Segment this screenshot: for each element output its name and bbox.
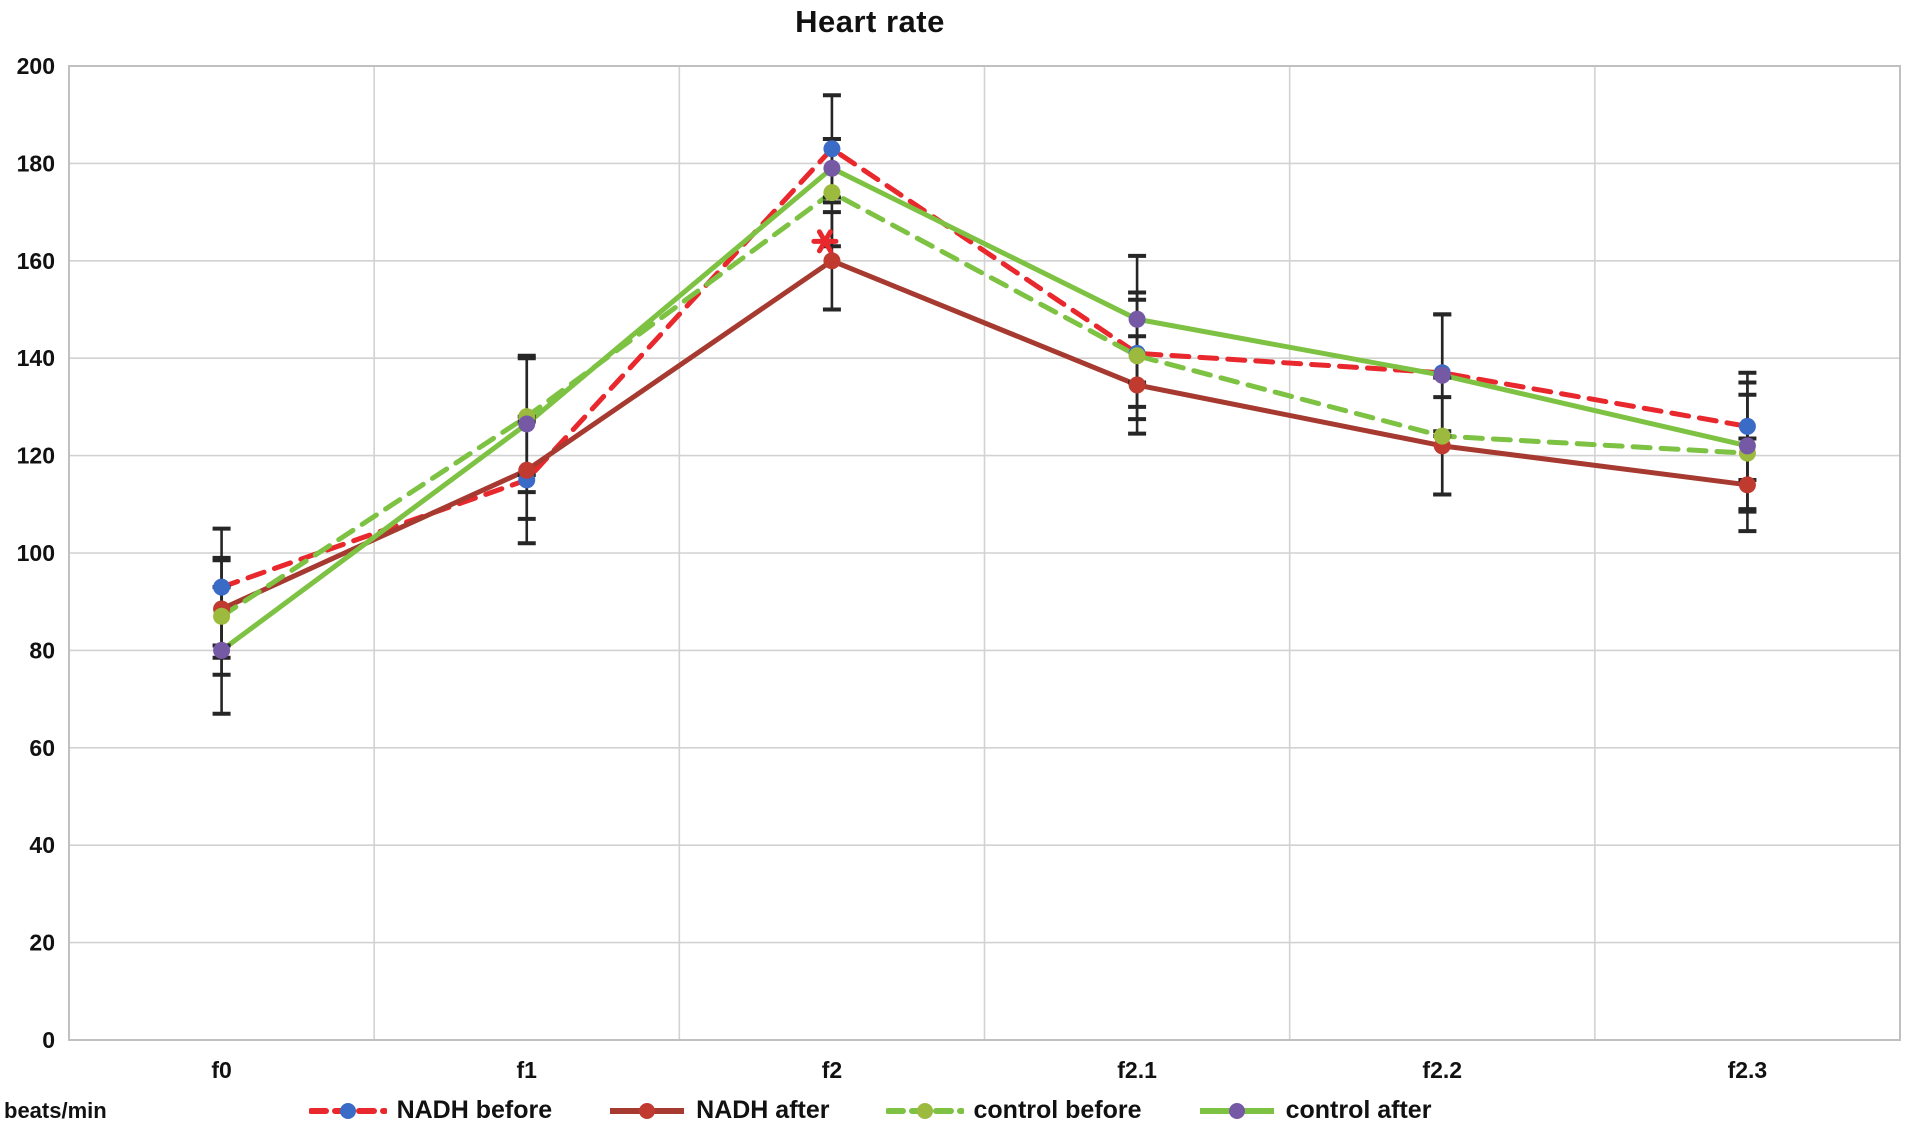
y-tick-label: 160 (17, 248, 55, 274)
marker-control-after (1433, 366, 1451, 384)
series-line-control-before (219, 190, 1750, 619)
marker-control-after (823, 159, 841, 177)
x-tick-label: f2 (822, 1057, 842, 1083)
marker-control-before (213, 607, 231, 625)
legend: NADH before NADH after control before contr… (0, 1096, 1740, 1125)
x-tick-label: f2.3 (1728, 1057, 1768, 1083)
marker-control-after (1738, 437, 1756, 455)
legend-label: NADH after (696, 1096, 830, 1124)
legend-label: NADH before (396, 1096, 553, 1124)
marker-control-after (1128, 310, 1146, 328)
y-tick-label: 200 (17, 53, 55, 79)
marker-NADH-after (1128, 376, 1146, 394)
legend-item-NADH-before: NADH before (308, 1096, 553, 1125)
legend-label: control after (1285, 1096, 1432, 1124)
x-tick-label: f0 (211, 1057, 231, 1083)
marker-NADH-before (823, 140, 841, 158)
marker-NADH-before (213, 578, 231, 596)
marker-NADH-after (1738, 476, 1756, 494)
y-tick-label: 140 (17, 345, 55, 371)
plot-border (68, 65, 1901, 1041)
series-line-control-after (220, 165, 1748, 653)
legend-swatch-icon (1199, 1102, 1274, 1119)
x-tick-label: f2.1 (1117, 1057, 1157, 1083)
series-line-NADH-after (220, 258, 1748, 612)
x-tick-label: f2.2 (1422, 1057, 1462, 1083)
x-tick-label: f1 (517, 1057, 538, 1083)
y-tick-label: 20 (29, 930, 55, 956)
marker-NADH-after (823, 252, 841, 270)
marker-control-before (1128, 347, 1146, 365)
marker-control-after (213, 641, 231, 659)
y-tick-label: 100 (17, 540, 55, 566)
y-tick-label: 40 (29, 832, 55, 858)
legend-label: control before (973, 1096, 1142, 1124)
marker-control-before (1433, 427, 1451, 445)
y-tick-label: 0 (42, 1027, 55, 1053)
y-axis-unit-label: beats/min (4, 1098, 107, 1123)
significance-asterisk (816, 229, 833, 254)
y-tick-label: 120 (17, 443, 55, 469)
marker-control-after (518, 415, 536, 433)
marker-control-before (823, 184, 841, 202)
marker-NADH-after (518, 461, 536, 479)
legend-swatch-icon (885, 1102, 964, 1119)
legend-item-NADH-after: NADH after (608, 1096, 830, 1125)
chart-title: Heart rate (795, 4, 945, 39)
marker-NADH-before (1738, 417, 1756, 435)
legend-item-control-before: control before (885, 1096, 1142, 1125)
legend-swatch-icon (308, 1102, 387, 1119)
series-line-NADH-before (219, 146, 1750, 590)
legend-item-control-after: control after (1198, 1096, 1432, 1125)
y-tick-label: 80 (29, 637, 55, 663)
y-tick-label: 180 (17, 150, 55, 176)
y-tick-label: 60 (29, 735, 55, 761)
legend-swatch-icon (610, 1102, 685, 1119)
